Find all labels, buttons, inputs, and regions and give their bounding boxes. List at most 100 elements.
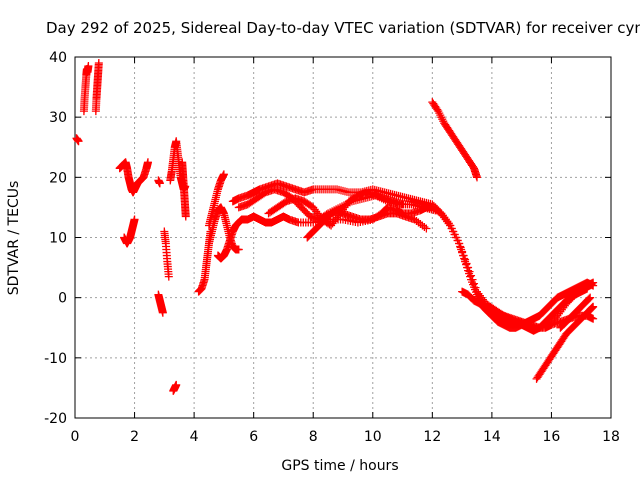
data-point	[441, 215, 450, 224]
data-point	[398, 200, 407, 209]
data-point	[422, 224, 431, 233]
axis-ticks: 0 2 4 6 8 10 12 14 16 18 -20 -10 0 10 20 30 40	[44, 50, 620, 445]
series-s04	[115, 158, 152, 197]
data-point	[431, 206, 440, 215]
data-point	[315, 211, 324, 220]
x-axis-label: GPS time / hours	[281, 458, 398, 474]
data-point	[465, 267, 474, 276]
data-point	[439, 117, 448, 126]
data-point	[420, 222, 429, 231]
series-s07	[154, 290, 167, 317]
x-tick-label: 6	[249, 429, 258, 445]
data-point	[327, 221, 336, 230]
data-point	[438, 115, 447, 124]
data-point	[475, 291, 484, 300]
chart-title: Day 292 of 2025, Sidereal Day-to-day VTE…	[46, 19, 640, 37]
data-point	[461, 255, 470, 264]
data-point	[462, 259, 471, 268]
y-axis-label: SDTVAR / TECUs	[6, 181, 22, 296]
data-point	[468, 275, 477, 284]
data-point	[474, 289, 483, 298]
series-s22	[475, 278, 598, 332]
data-point	[473, 287, 481, 296]
series-s11	[169, 380, 181, 395]
data-point	[333, 213, 342, 222]
data-point	[143, 158, 152, 167]
data-point	[458, 247, 467, 256]
data-point	[94, 59, 103, 68]
data-point	[330, 217, 339, 226]
series-s06	[154, 176, 164, 188]
data-point	[470, 279, 479, 288]
data-point	[586, 293, 595, 302]
data-point	[438, 211, 447, 220]
data-point	[313, 209, 322, 218]
data-point	[434, 107, 443, 116]
y-tick-label: -10	[44, 351, 67, 367]
x-tick-label: 0	[71, 429, 80, 445]
data-point	[331, 215, 340, 224]
y-tick-label: 20	[49, 170, 67, 186]
data-point	[589, 314, 598, 323]
data-point	[74, 137, 83, 146]
data-point	[467, 271, 476, 280]
data-point	[437, 113, 446, 122]
data-point	[312, 207, 321, 216]
data-point	[234, 245, 243, 254]
data-point	[585, 294, 594, 303]
x-tick-label: 2	[130, 429, 139, 445]
data-point	[164, 272, 173, 281]
data-point	[459, 251, 468, 260]
data-point	[444, 219, 453, 228]
data-point	[443, 217, 452, 226]
x-tick-label: 10	[364, 429, 382, 445]
data-point	[172, 380, 181, 389]
y-tick-label: 10	[49, 231, 67, 247]
data-point	[310, 205, 319, 214]
data-point	[456, 243, 465, 252]
x-tick-label: 4	[190, 429, 199, 445]
data-point	[181, 212, 190, 221]
data-point	[155, 179, 164, 188]
data-point	[589, 281, 598, 290]
data-point	[435, 109, 444, 118]
y-tick-label: 40	[49, 50, 67, 66]
x-tick-label: 18	[602, 429, 620, 445]
data-point	[130, 215, 139, 224]
x-tick-label: 14	[483, 429, 501, 445]
series-s03	[91, 59, 103, 116]
data-point	[440, 213, 449, 222]
series-s20	[428, 98, 481, 182]
data-point	[433, 105, 442, 114]
data-point	[436, 111, 445, 120]
data-point	[455, 239, 464, 248]
series-s08	[160, 227, 173, 281]
x-tick-label: 8	[309, 429, 318, 445]
data-point	[328, 219, 337, 228]
y-tick-label: 0	[58, 291, 67, 307]
data-point	[464, 263, 473, 272]
series-s01	[72, 134, 83, 146]
series-s24	[556, 293, 595, 332]
y-tick-label: -20	[44, 411, 67, 427]
series-s10	[178, 158, 190, 221]
data-point	[437, 209, 446, 218]
x-tick-label: 16	[543, 429, 561, 445]
data-point	[309, 203, 318, 212]
y-tick-label: 30	[49, 110, 67, 126]
data-point	[473, 173, 481, 182]
data-point	[584, 295, 593, 304]
data-point	[219, 170, 228, 179]
data-point	[341, 201, 350, 210]
data-point	[471, 283, 480, 292]
grid	[75, 57, 611, 418]
series-s05	[120, 215, 139, 248]
data-points	[72, 59, 598, 395]
data-point	[158, 308, 167, 317]
data-point	[589, 302, 598, 311]
series-s19	[303, 206, 431, 242]
series-s02	[79, 62, 93, 116]
data-point	[84, 62, 93, 71]
series-s23	[532, 302, 598, 383]
